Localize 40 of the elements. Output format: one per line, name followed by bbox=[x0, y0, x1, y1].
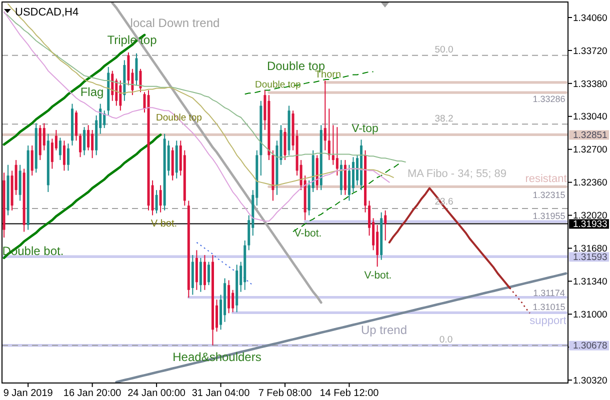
x-tick-label: 7 Feb 08:00 bbox=[258, 388, 312, 399]
y-tick-label: 1.32360 bbox=[573, 178, 608, 189]
x-tick-label: 9 Jan 2019 bbox=[3, 388, 54, 399]
y-tick-label: 1.31000 bbox=[573, 309, 608, 320]
annotation: 50.0 bbox=[434, 44, 454, 56]
annotation: Double top bbox=[156, 112, 202, 124]
annotation: resistant bbox=[525, 172, 567, 185]
annotation: 1.31174 bbox=[533, 288, 565, 298]
y-tick-label: 1.34060 bbox=[573, 12, 608, 24]
ref-line-label: 1.31593 bbox=[573, 252, 608, 264]
ref-line-label: 1.32851 bbox=[573, 130, 608, 142]
ref-line-label: 1.30678 bbox=[573, 340, 608, 352]
annotation: support bbox=[530, 314, 566, 327]
annotation: 1.31955 bbox=[532, 211, 566, 222]
annotation: 0.0 bbox=[439, 334, 453, 346]
annotation: 38.2 bbox=[434, 113, 454, 124]
annotation: 1.33286 bbox=[532, 94, 566, 104]
x-tick-label: 14 Feb 12:00 bbox=[320, 388, 380, 399]
annotation: Triple top bbox=[107, 33, 158, 48]
annotation: V-top bbox=[352, 123, 378, 136]
y-tick-label: 1.31680 bbox=[573, 244, 608, 255]
ref-line-label: 1.31933 bbox=[573, 219, 608, 230]
annotation: Flag bbox=[80, 85, 104, 100]
chart-title: USDCAD,H4 bbox=[15, 6, 79, 18]
y-tick-label: 1.30320 bbox=[573, 375, 608, 386]
y-tick-label: 1.33040 bbox=[573, 112, 608, 123]
x-tick-label: 31 Jan 04:00 bbox=[192, 388, 250, 399]
y-tick-label: 1.33720 bbox=[573, 46, 608, 57]
annotation: 1.31015 bbox=[532, 302, 566, 312]
annotation: MA Fibo - 34; 55; 89 bbox=[407, 168, 507, 180]
y-tick-label: 1.32700 bbox=[573, 144, 608, 156]
y-tick-label: 1.31340 bbox=[573, 276, 608, 288]
annotation: V-bot. bbox=[294, 228, 322, 240]
annotation: local Down trend bbox=[130, 16, 220, 30]
y-tick-label: 1.33380 bbox=[573, 78, 608, 90]
annotation: Up trend bbox=[360, 323, 408, 338]
annotation: V-bot. bbox=[364, 270, 392, 282]
x-tick-label: 24 Jan 00:00 bbox=[128, 388, 186, 399]
x-tick-label: 16 Jan 20:00 bbox=[63, 388, 122, 399]
annotation: 1.32315 bbox=[532, 190, 566, 200]
